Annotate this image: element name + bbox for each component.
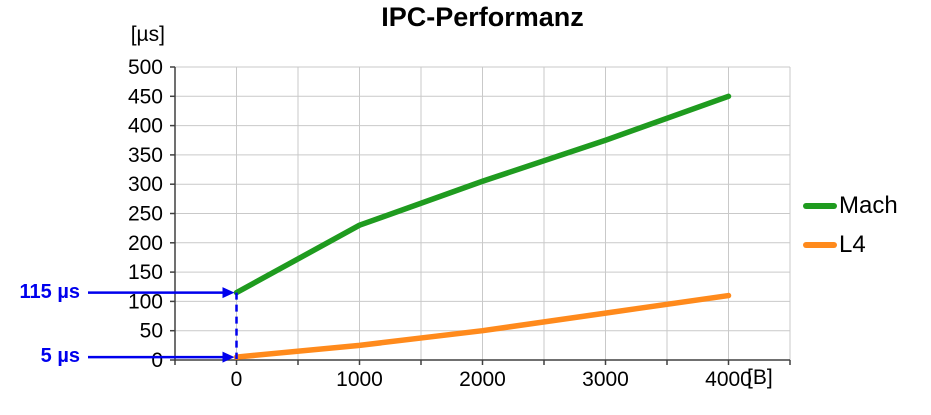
y-tick-label: 150 xyxy=(128,261,163,284)
mach-line-swatch xyxy=(803,203,837,209)
annotation-arrow-head xyxy=(222,351,235,363)
y-tick-label: 300 xyxy=(128,173,163,196)
series-line-mach xyxy=(233,93,732,296)
y-tick-label: 400 xyxy=(128,115,163,138)
annotation-label-1: 5 µs xyxy=(40,345,80,368)
annotation-label-0: 115 µs xyxy=(19,280,80,303)
chart-title: IPC-Performanz xyxy=(381,2,584,32)
y-tick-label: 350 xyxy=(128,144,163,167)
l4-line-swatch xyxy=(803,242,837,248)
y-axis-unit-label: [µs] xyxy=(130,23,165,46)
legend-item-mach: Mach xyxy=(803,192,898,220)
x-axis-unit-label: [B] xyxy=(747,366,773,389)
annotation-arrow-head xyxy=(222,287,235,299)
y-tick-label: 250 xyxy=(128,203,163,226)
x-tick-label: 2000 xyxy=(459,368,506,391)
x-tick-label: 3000 xyxy=(582,368,629,391)
x-tick-label: 4000 xyxy=(705,368,752,391)
y-tick-label: 50 xyxy=(140,320,163,343)
y-tick-label: 450 xyxy=(128,85,163,108)
x-tick-label: 0 xyxy=(231,368,243,391)
y-tick-label: 200 xyxy=(128,232,163,255)
legend-item-l4: L4 xyxy=(803,231,898,259)
legend-label-l4: L4 xyxy=(839,231,866,258)
x-tick-label: 1000 xyxy=(336,368,383,391)
y-tick-label: 0 xyxy=(151,349,163,372)
y-tick-label: 100 xyxy=(128,290,163,313)
series-line-l4 xyxy=(233,292,732,360)
legend: Mach L4 xyxy=(803,192,898,259)
legend-label-mach: Mach xyxy=(839,192,898,219)
y-tick-label: 500 xyxy=(128,56,163,79)
